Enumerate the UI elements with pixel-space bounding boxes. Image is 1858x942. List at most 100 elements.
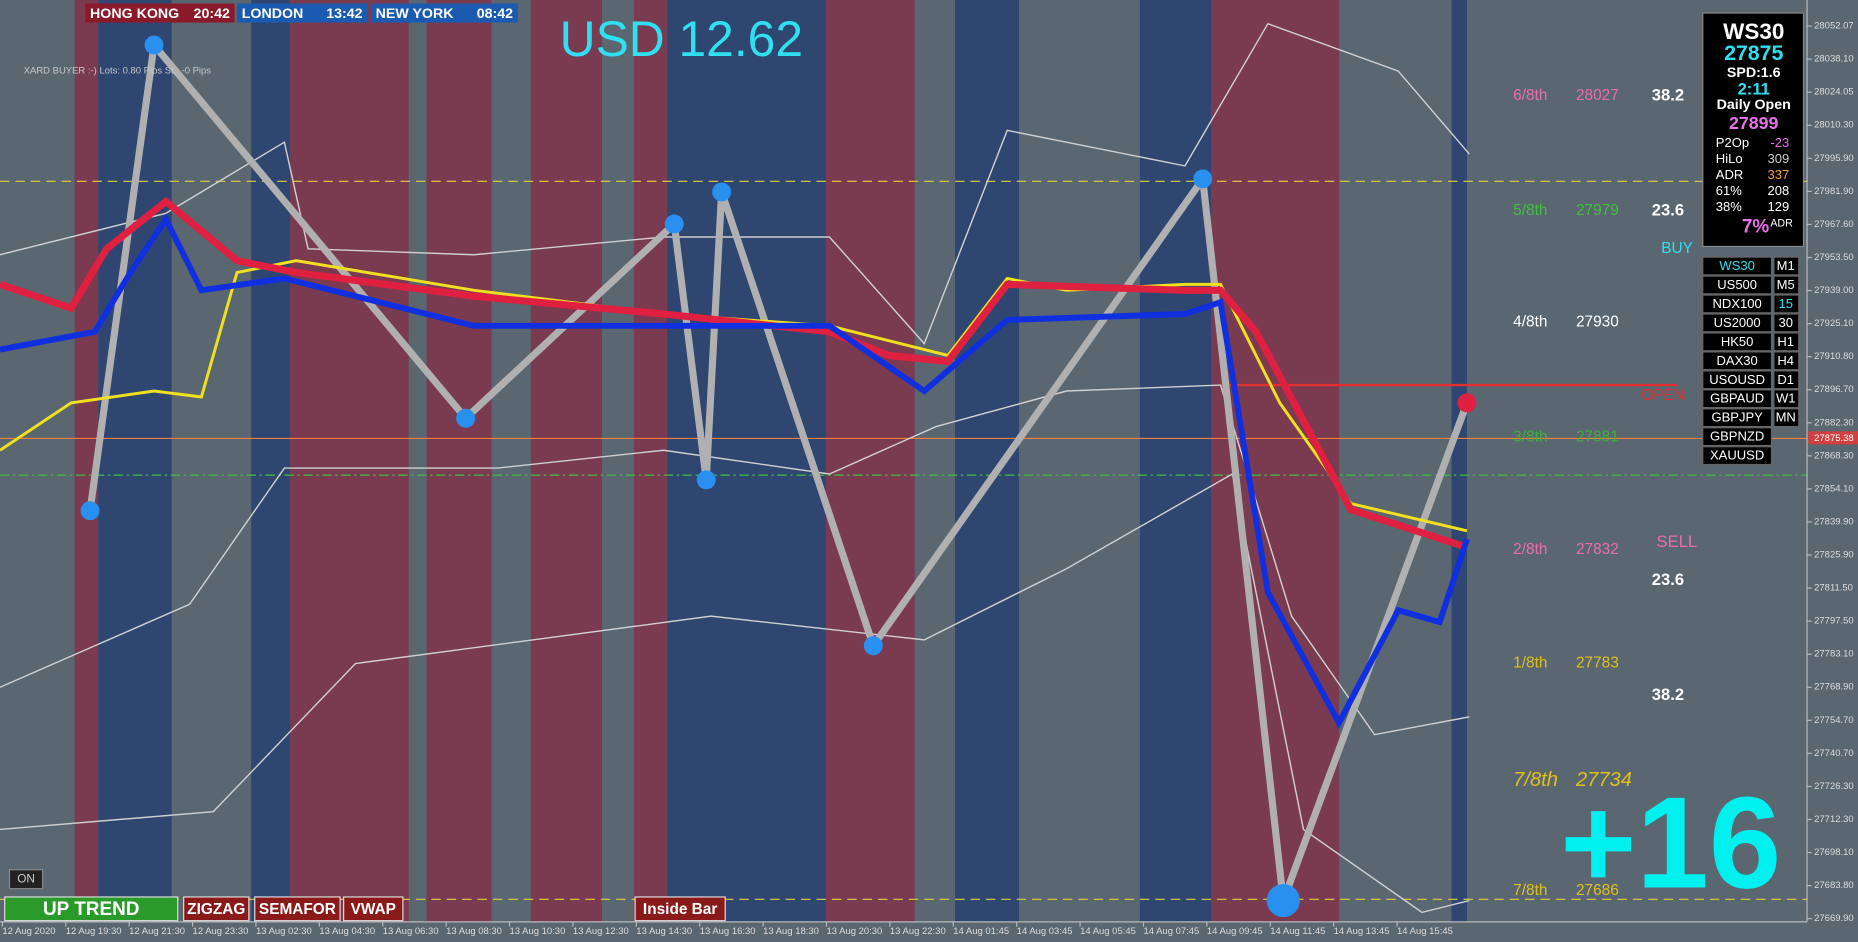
session-band xyxy=(955,0,1020,922)
timeframe[interactable]: 15 xyxy=(1778,296,1792,311)
toolbar-button-label[interactable]: UP TREND xyxy=(43,899,139,920)
timeframe-button[interactable] xyxy=(1773,351,1800,371)
current-price-tag xyxy=(1808,431,1858,445)
fib-level: 23.6 xyxy=(1652,570,1684,589)
envelope xyxy=(0,472,1470,914)
price-tick-label: 27698.10 xyxy=(1814,847,1854,858)
symbol-name[interactable]: GBPJPY xyxy=(1711,410,1763,425)
on-button-label[interactable]: ON xyxy=(17,871,35,885)
symbol-button[interactable] xyxy=(1702,256,1773,276)
info-row-label: 61% xyxy=(1716,183,1742,198)
timeframe[interactable]: M1 xyxy=(1777,258,1795,273)
symbol-name[interactable]: HK50 xyxy=(1721,334,1754,349)
symbol-button[interactable] xyxy=(1702,427,1773,447)
level-name: 6/8th xyxy=(1513,87,1547,104)
toolbar-button[interactable] xyxy=(343,896,404,922)
timeframe[interactable]: D1 xyxy=(1777,372,1794,387)
symbol-button[interactable] xyxy=(1702,332,1773,352)
session-band xyxy=(633,0,668,922)
timeframe[interactable]: 30 xyxy=(1778,315,1792,330)
timeframe[interactable]: H4 xyxy=(1777,353,1794,368)
timeframe[interactable]: H1 xyxy=(1777,334,1794,349)
time-tick-label: 13 Aug 12:30 xyxy=(573,926,629,937)
timeframe-button[interactable] xyxy=(1773,389,1800,409)
symbol-name[interactable]: WS30 xyxy=(1719,258,1754,273)
price-tick-label: 27783.10 xyxy=(1814,649,1854,660)
toolbar-button-label[interactable]: ZIGZAG xyxy=(187,901,245,918)
time-tick-label: 12 Aug 19:30 xyxy=(66,926,122,937)
price-tick-label: 27754.70 xyxy=(1814,715,1854,726)
envelope xyxy=(0,22,1470,345)
symbol-button[interactable] xyxy=(1702,275,1773,295)
timeframe-button[interactable] xyxy=(1773,332,1800,352)
symbol-name[interactable]: GBPNZD xyxy=(1710,429,1764,444)
price-tick-label: 27825.90 xyxy=(1814,550,1854,561)
level-price: 27734 xyxy=(1575,769,1632,791)
timeframe-button[interactable] xyxy=(1773,256,1800,276)
symbol-name[interactable]: US2000 xyxy=(1714,315,1761,330)
time-tick-label: 13 Aug 22:30 xyxy=(890,926,946,937)
current-price: 27875.38 xyxy=(1814,433,1854,444)
session-band xyxy=(0,0,75,922)
symbol-name[interactable]: XAUUSD xyxy=(1710,448,1764,463)
session-band xyxy=(1139,0,1212,922)
time-tick-label: 14 Aug 09:45 xyxy=(1207,926,1263,937)
session-band xyxy=(74,0,99,922)
symbol-button[interactable] xyxy=(1702,389,1773,409)
fib-level: 61.8 xyxy=(1652,871,1684,890)
timeframe-button[interactable] xyxy=(1773,370,1800,390)
symbol-name[interactable]: NDX100 xyxy=(1713,296,1762,311)
toolbar-button-label[interactable]: VWAP xyxy=(351,901,396,918)
sell-signal: SELL xyxy=(1657,532,1698,551)
symbol-button[interactable] xyxy=(1702,408,1773,428)
info-spread: SPD:1.6 xyxy=(1727,65,1781,81)
time-axis xyxy=(0,921,1858,942)
info-timer: 2:11 xyxy=(1738,79,1770,98)
timeframe[interactable]: MN xyxy=(1776,410,1796,425)
symbol-name[interactable]: USOUSD xyxy=(1709,372,1765,387)
symbol-button[interactable] xyxy=(1702,351,1773,371)
price-tick-label: 27967.60 xyxy=(1814,219,1854,230)
time-tick-label: 13 Aug 06:30 xyxy=(383,926,439,937)
session-band xyxy=(914,0,956,922)
level-price: 27881 xyxy=(1576,428,1619,445)
timeframe-button[interactable] xyxy=(1773,408,1800,428)
symbol-name[interactable]: GBPAUD xyxy=(1710,391,1764,406)
price-tick-label: 27939.00 xyxy=(1814,285,1854,296)
zigzag xyxy=(86,36,1471,902)
toolbar-button[interactable] xyxy=(183,896,250,922)
price-tick-label: 27995.90 xyxy=(1814,153,1854,164)
symbol-name[interactable]: DAX30 xyxy=(1717,353,1758,368)
symbol-name[interactable]: US500 xyxy=(1717,277,1757,292)
toolbar-button[interactable] xyxy=(254,896,341,922)
timeframe-button[interactable] xyxy=(1773,275,1800,295)
toolbar-button[interactable] xyxy=(4,896,179,922)
time-tick-label: 13 Aug 20:30 xyxy=(827,926,883,937)
time-tick-label: 13 Aug 14:30 xyxy=(636,926,692,937)
on-button[interactable] xyxy=(8,869,44,890)
price-tick-label: 28010.30 xyxy=(1814,120,1854,131)
timeframe-button[interactable] xyxy=(1773,313,1800,333)
symbol-button[interactable] xyxy=(1702,294,1773,314)
symbol-button[interactable] xyxy=(1702,370,1773,390)
session-band xyxy=(601,0,634,922)
toolbar-button-label[interactable]: Inside Bar xyxy=(643,901,717,918)
symbol-button[interactable] xyxy=(1702,313,1773,333)
fib-level: 38.2 xyxy=(1652,685,1684,704)
time-tick-label: 12 Aug 23:30 xyxy=(193,926,249,937)
time-tick-label: 14 Aug 11:45 xyxy=(1270,926,1325,937)
timeframe[interactable]: M5 xyxy=(1777,277,1795,292)
symbol-button[interactable] xyxy=(1702,446,1773,466)
price-tick-label: 27768.90 xyxy=(1814,682,1854,693)
semafor-dot xyxy=(712,182,732,202)
session-band xyxy=(426,0,492,922)
info-row-value: 337 xyxy=(1768,167,1790,182)
price-tick-label: 27896.70 xyxy=(1814,384,1854,395)
toolbar-button-label[interactable]: SEMAFOR xyxy=(259,901,336,918)
info-row-value: -23 xyxy=(1770,135,1789,150)
toolbar-button[interactable] xyxy=(634,896,726,922)
open-signal: OPEN xyxy=(1641,387,1685,404)
timeframe[interactable]: W1 xyxy=(1776,391,1796,406)
timeframe-button[interactable] xyxy=(1773,294,1800,314)
envelope xyxy=(0,384,1470,736)
